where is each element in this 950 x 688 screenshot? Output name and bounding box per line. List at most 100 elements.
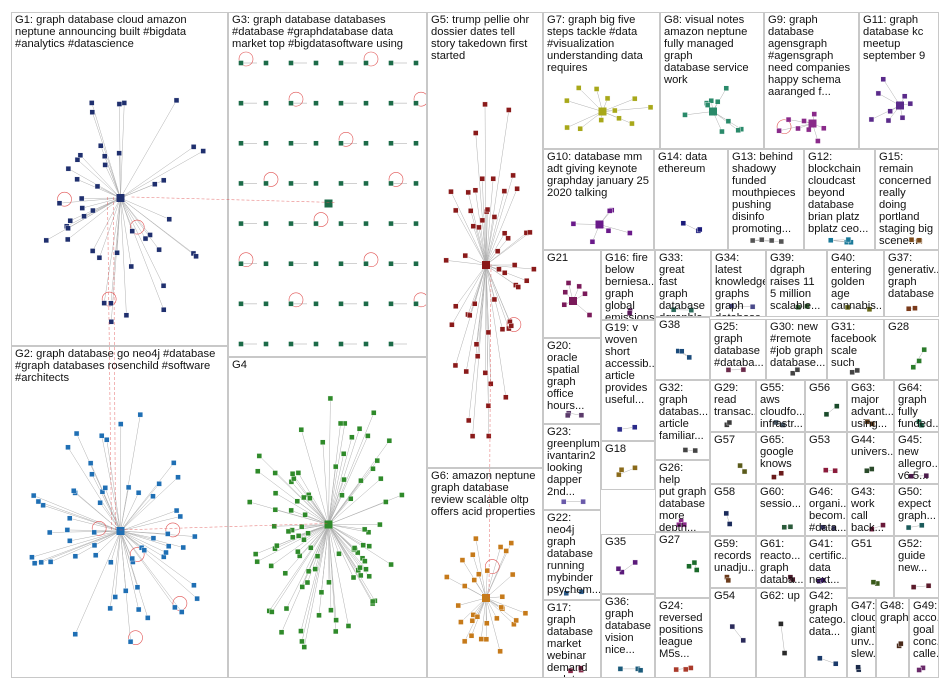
node bbox=[127, 638, 134, 645]
node bbox=[580, 498, 586, 505]
edge bbox=[120, 530, 127, 591]
node bbox=[101, 300, 107, 306]
cluster-g59: G59: records unadju... bbox=[710, 536, 756, 588]
edge bbox=[101, 435, 121, 532]
node bbox=[869, 466, 875, 472]
cluster-graph bbox=[787, 574, 796, 583]
cluster-g15: G15: remain concerned really doing portl… bbox=[875, 149, 939, 250]
cluster-graph bbox=[869, 522, 886, 532]
node bbox=[473, 130, 479, 136]
cluster-g44: G44: univers... bbox=[847, 432, 894, 484]
node bbox=[123, 312, 130, 318]
node bbox=[64, 527, 71, 533]
node bbox=[338, 100, 344, 106]
node bbox=[40, 502, 46, 508]
node bbox=[458, 619, 464, 625]
edge bbox=[120, 197, 127, 316]
cluster-graph bbox=[43, 97, 206, 325]
node bbox=[123, 588, 129, 594]
node bbox=[147, 232, 153, 238]
node bbox=[868, 116, 875, 123]
node bbox=[855, 664, 861, 670]
node bbox=[399, 492, 405, 498]
node bbox=[180, 544, 186, 551]
node bbox=[616, 471, 622, 478]
node bbox=[94, 183, 101, 190]
cluster-graph bbox=[868, 76, 914, 124]
edge bbox=[467, 264, 487, 315]
edge bbox=[257, 524, 329, 562]
edge bbox=[485, 178, 494, 266]
node bbox=[413, 301, 419, 307]
node bbox=[31, 560, 38, 566]
node bbox=[476, 224, 482, 231]
edge bbox=[485, 264, 489, 406]
edge bbox=[446, 260, 487, 266]
node bbox=[469, 618, 476, 624]
node bbox=[811, 111, 817, 117]
cluster-g8: G8: visual notes amazon neptune fully ma… bbox=[660, 12, 764, 149]
node bbox=[470, 551, 476, 558]
edge bbox=[275, 492, 329, 525]
node bbox=[288, 261, 294, 267]
cluster-graph bbox=[728, 303, 756, 310]
cluster-label: G31: facebook scale such bbox=[831, 321, 877, 369]
cluster-graph bbox=[916, 419, 925, 428]
cluster-g3: G3: graph database databases #database #… bbox=[228, 12, 427, 357]
hub-node bbox=[569, 297, 577, 305]
cluster-g46: G46: organi... becom... #data... bbox=[805, 484, 847, 536]
node bbox=[301, 494, 307, 501]
node bbox=[804, 303, 810, 309]
node bbox=[107, 605, 113, 612]
node bbox=[238, 60, 244, 66]
node bbox=[386, 437, 393, 444]
cluster-label: G32: graph databas... article familiar..… bbox=[659, 382, 709, 442]
node bbox=[328, 607, 334, 613]
edge bbox=[465, 264, 487, 372]
edge bbox=[485, 264, 489, 333]
node bbox=[502, 270, 508, 276]
cluster-label: G51 bbox=[851, 538, 873, 550]
node bbox=[161, 307, 167, 313]
node bbox=[67, 515, 73, 521]
cluster-g43: G43: work call back... bbox=[847, 484, 894, 536]
cluster-g36: G36: graph database vision nice... bbox=[601, 594, 655, 678]
node bbox=[452, 362, 459, 369]
node bbox=[632, 95, 638, 102]
node bbox=[708, 98, 714, 104]
edge bbox=[269, 524, 329, 612]
node bbox=[483, 636, 490, 643]
node bbox=[302, 512, 308, 518]
node bbox=[683, 666, 689, 673]
node bbox=[238, 220, 244, 227]
node bbox=[308, 545, 314, 551]
node bbox=[875, 90, 882, 97]
self-loop bbox=[776, 119, 792, 135]
node bbox=[65, 444, 71, 451]
node bbox=[510, 172, 516, 179]
cluster-graph bbox=[680, 220, 703, 234]
edge bbox=[475, 538, 487, 599]
edge bbox=[328, 524, 359, 571]
node bbox=[637, 667, 644, 674]
edge bbox=[458, 597, 487, 606]
node bbox=[905, 524, 912, 531]
node bbox=[135, 490, 142, 496]
edge bbox=[460, 597, 487, 623]
edge bbox=[328, 435, 369, 525]
node bbox=[795, 125, 801, 132]
node bbox=[363, 301, 369, 307]
edge bbox=[271, 524, 329, 567]
cluster-g51: G51 bbox=[847, 536, 894, 598]
edge bbox=[328, 494, 403, 525]
node bbox=[725, 367, 732, 373]
node bbox=[268, 563, 274, 569]
node bbox=[725, 577, 732, 584]
edge bbox=[120, 100, 177, 199]
cluster-label: G47: cloud giants unv... slew... bbox=[851, 600, 876, 660]
edge bbox=[451, 264, 487, 325]
node bbox=[388, 261, 394, 267]
edge bbox=[120, 477, 179, 532]
node bbox=[177, 513, 184, 520]
node bbox=[361, 526, 368, 533]
